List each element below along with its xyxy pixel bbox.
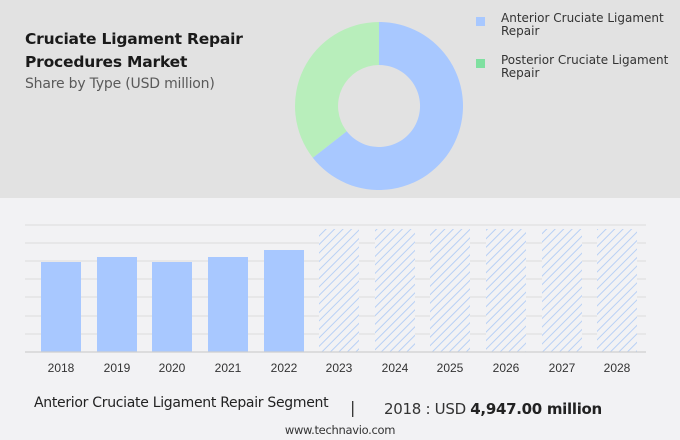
historical-bars (41, 250, 304, 352)
chart-title: Cruciate Ligament Repair Procedures Mark… (25, 28, 243, 74)
segment-value-amount: 4,947.00 million (470, 400, 602, 418)
segment-value-prefix: 2018 : USD (384, 400, 466, 418)
bar-2020[interactable] (152, 262, 192, 352)
x-label-2022: 2022 (270, 361, 298, 375)
donut-chart (295, 22, 463, 190)
x-label-2026: 2026 (492, 361, 520, 375)
bar-2024[interactable] (375, 229, 415, 352)
chart-subtitle: Share by Type (USD million) (25, 76, 215, 92)
legend-label: Anterior Cruciate Ligament Repair (501, 11, 664, 38)
x-label-2025: 2025 (436, 361, 464, 375)
footer-divider: | (350, 398, 356, 417)
bar-2018[interactable] (41, 262, 81, 352)
bar-2027[interactable] (542, 229, 582, 352)
bar-2021[interactable] (208, 257, 248, 352)
x-label-2021: 2021 (214, 361, 242, 375)
bar-2023[interactable] (319, 229, 359, 352)
x-label-2027: 2027 (548, 361, 576, 375)
forecast-bars (319, 229, 637, 352)
x-label-2018: 2018 (47, 361, 75, 375)
legend-item-posterior[interactable]: Posterior Cruciate Ligament Repair (470, 54, 670, 96)
bar-2022[interactable] (264, 250, 304, 352)
bar-chart: 2018 2019 2020 2021 2022 2023 2024 2025 … (0, 198, 680, 388)
bar-2026[interactable] (486, 229, 526, 352)
bar-2028[interactable] (597, 229, 637, 352)
x-label-2028: 2028 (603, 361, 631, 375)
donut-slice-posterior[interactable] (295, 22, 379, 158)
bar-chart-plot (25, 224, 646, 353)
x-label-2024: 2024 (381, 361, 409, 375)
x-label-2019: 2019 (103, 361, 131, 375)
bar-2019[interactable] (97, 257, 137, 352)
segment-value: 2018 : USD 4,947.00 million (384, 400, 602, 418)
chart-title-line-1: Cruciate Ligament Repair (25, 30, 243, 48)
x-label-2023: 2023 (325, 361, 353, 375)
donut-slice-anterior[interactable] (312, 22, 463, 190)
legend: Anterior Cruciate Ligament Repair Poster… (470, 12, 670, 96)
x-label-2020: 2020 (158, 361, 186, 375)
source-url[interactable]: www.technavio.com (284, 423, 396, 437)
segment-label: Anterior Cruciate Ligament Repair Segmen… (34, 395, 329, 411)
legend-swatch-green-icon (476, 59, 485, 68)
legend-swatch-blue-icon (476, 17, 485, 26)
legend-label: Posterior Cruciate Ligament Repair (501, 53, 669, 80)
legend-item-anterior[interactable]: Anterior Cruciate Ligament Repair (470, 12, 670, 54)
bar-2025[interactable] (430, 229, 470, 352)
chart-title-line-2: Procedures Market (25, 53, 188, 71)
